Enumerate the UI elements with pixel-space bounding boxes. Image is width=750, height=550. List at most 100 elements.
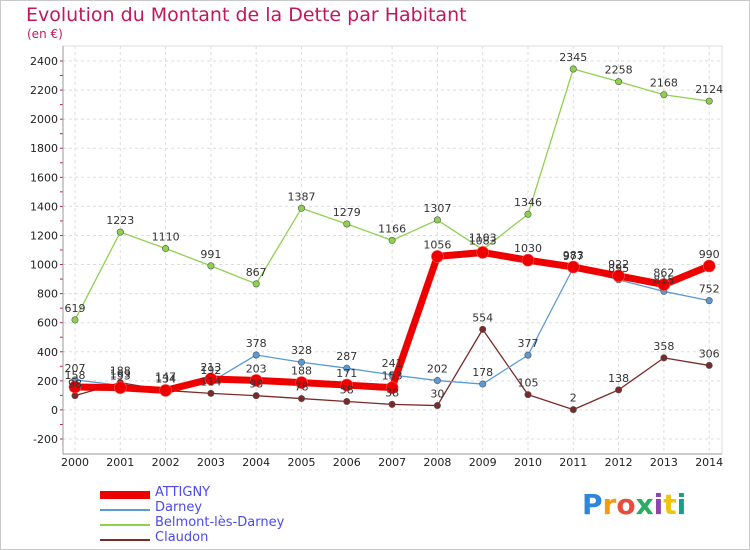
data-label: 1223 [106, 214, 134, 227]
proxiti-logo: Proxiti [582, 488, 687, 521]
data-label: 105 [518, 377, 539, 390]
y-tick-label: 2200 [30, 84, 58, 97]
data-point [343, 364, 351, 372]
data-label: 2124 [695, 83, 723, 96]
data-label: 867 [246, 266, 267, 279]
y-tick-label: 1200 [30, 229, 58, 242]
x-tick-label: 2012 [605, 456, 633, 469]
data-label: 1346 [514, 196, 542, 209]
data-point [521, 253, 535, 267]
data-label: 38 [385, 386, 399, 399]
data-point [207, 389, 215, 397]
legend-label: Claudon [155, 530, 209, 545]
data-label: 78 [295, 381, 309, 394]
data-label: 306 [699, 347, 720, 360]
data-label: 922 [608, 258, 629, 271]
data-point [476, 246, 490, 259]
y-tick-label: 2400 [30, 55, 58, 68]
data-point [431, 250, 444, 263]
x-tick-label: 2001 [106, 456, 134, 469]
y-tick-label: 600 [37, 317, 58, 330]
data-point [612, 269, 625, 283]
data-label: 98 [249, 378, 263, 391]
data-point [702, 259, 716, 273]
data-point [705, 97, 713, 105]
data-point [297, 395, 305, 403]
data-point [524, 391, 532, 399]
y-tick-label: 1000 [30, 259, 58, 272]
x-tick-label: 2000 [61, 456, 89, 469]
data-point [433, 216, 441, 224]
legend-swatch [100, 509, 150, 511]
data-label: 1279 [333, 206, 361, 219]
data-label: 2345 [559, 51, 587, 64]
x-tick-label: 2009 [469, 456, 497, 469]
data-label: 287 [336, 350, 357, 363]
data-label: 114 [200, 375, 221, 388]
data-point [204, 372, 218, 386]
data-label: 1030 [514, 242, 542, 255]
data-label: 153 [110, 370, 131, 383]
data-point [433, 402, 441, 410]
data-label: 2258 [605, 64, 633, 77]
data-label: 207 [65, 362, 86, 375]
data-label: 171 [336, 367, 357, 380]
legend-label: Belmont-lès-Darney [155, 515, 285, 530]
data-point [297, 358, 305, 366]
data-point [71, 316, 79, 324]
data-point [660, 91, 668, 99]
data-label: 895 [608, 262, 629, 275]
data-labels: 98 188 134 114 98 78 58 38 30 554 105 2 138 358 306 619… [65, 51, 724, 405]
data-point [252, 392, 260, 400]
data-label: 158 [65, 369, 86, 382]
data-label: 977 [563, 250, 584, 263]
legend-label: ATTIGNY [155, 485, 211, 500]
data-label: 153 [382, 370, 403, 383]
data-label: 178 [472, 366, 493, 379]
data-label: 2168 [650, 77, 678, 90]
legend-swatch [100, 524, 150, 526]
data-label: 358 [653, 340, 674, 353]
y-tick-label: 1400 [30, 200, 58, 213]
data-label: 752 [699, 283, 720, 296]
data-label: 192 [200, 364, 221, 377]
chart-axes [60, 46, 722, 455]
data-point [705, 297, 713, 305]
data-label: 1166 [378, 222, 406, 235]
y-tick-label: 2000 [30, 113, 58, 126]
x-tick-label: 2011 [559, 456, 587, 469]
data-point [162, 245, 170, 253]
legend-swatch [100, 491, 150, 499]
data-point [340, 378, 354, 392]
legend-swatch [100, 539, 150, 541]
data-label: 377 [518, 337, 539, 350]
data-label: 983 [563, 249, 584, 262]
data-label: 58 [340, 383, 354, 396]
data-point [660, 354, 668, 362]
data-point [343, 220, 351, 228]
x-tick-label: 2014 [695, 456, 723, 469]
data-label: 554 [472, 311, 493, 324]
x-tick-label: 2005 [288, 456, 316, 469]
data-label: 202 [427, 363, 448, 376]
data-point [569, 406, 577, 414]
chart-subtitle: (en €) [27, 27, 63, 41]
x-tick-label: 2013 [650, 456, 678, 469]
data-point [569, 65, 577, 73]
data-point [159, 384, 172, 397]
legend-label: Darney [155, 500, 203, 515]
y-tick-label: 400 [37, 346, 58, 359]
data-label: 378 [246, 337, 267, 350]
data-point [388, 400, 396, 408]
data-point [297, 204, 305, 212]
data-label: 1387 [288, 190, 316, 203]
x-tick-label: 2003 [197, 456, 225, 469]
x-tick-label: 2006 [333, 456, 361, 469]
data-label: 134 [155, 372, 176, 385]
data-point [615, 386, 623, 394]
data-label: 1307 [423, 202, 451, 215]
data-label: 1110 [152, 231, 180, 244]
data-point [114, 381, 127, 394]
chart-title: Evolution du Montant de la Dette par Hab… [26, 4, 467, 26]
